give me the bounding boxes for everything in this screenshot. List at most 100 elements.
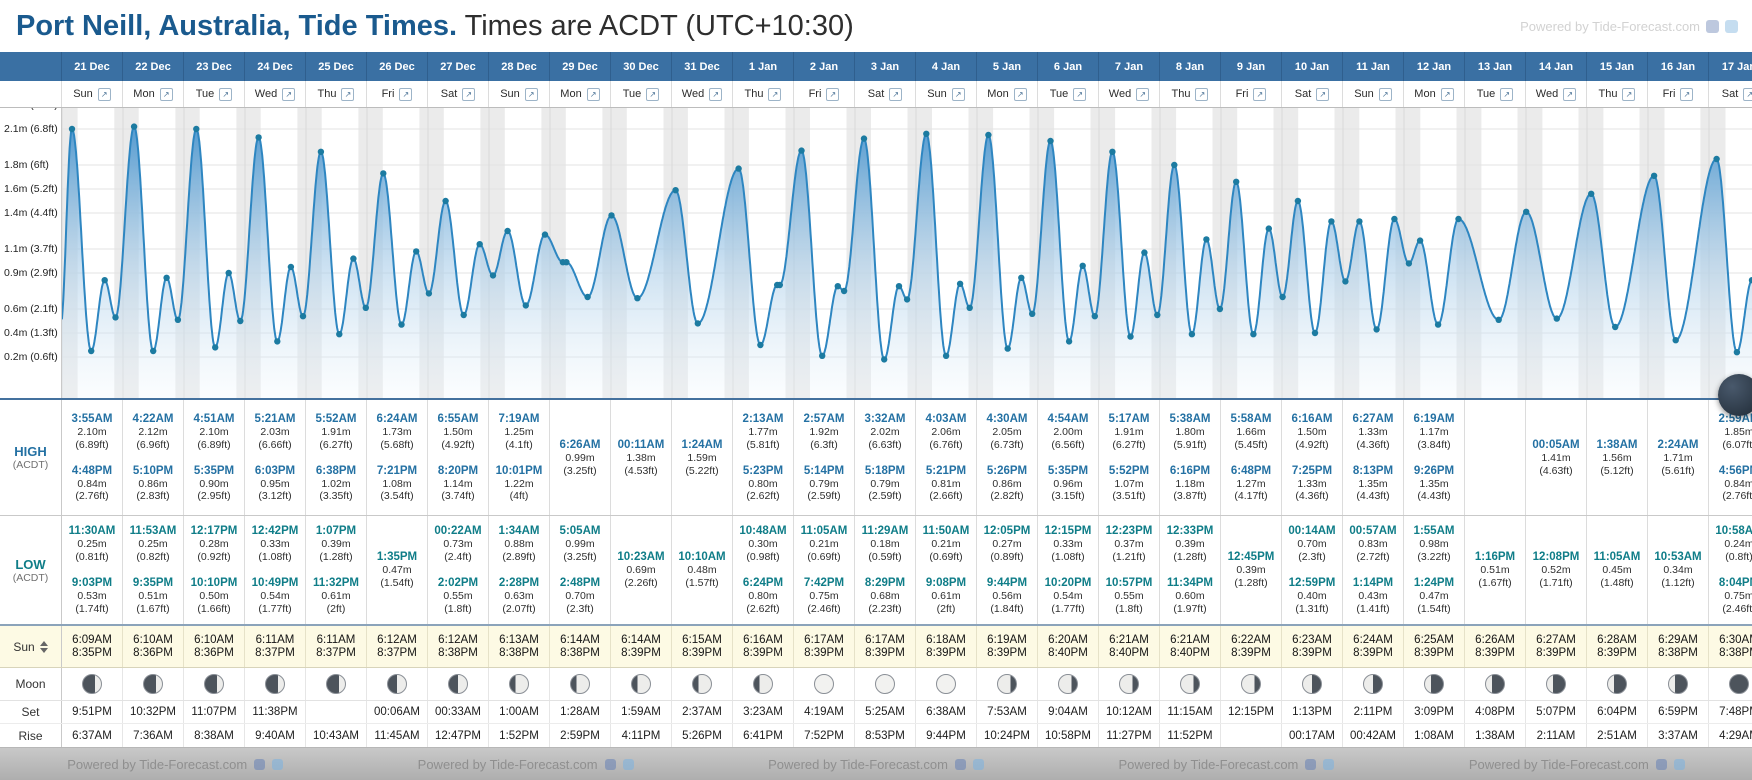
sun-label: Sun	[13, 639, 35, 654]
expand-day-icon[interactable]: ↗	[282, 87, 296, 101]
expand-day-icon[interactable]: ↗	[97, 87, 111, 101]
facebook-icon[interactable]	[1655, 758, 1667, 770]
twitter-icon[interactable]	[1323, 758, 1335, 770]
date-cell[interactable]: 28 Dec	[489, 52, 550, 81]
floating-widget-button[interactable]	[1718, 374, 1752, 416]
high-label: HIGH	[14, 444, 47, 459]
expand-day-icon[interactable]: ↗	[646, 87, 660, 101]
high-tide-entry: 5:38AM 1.80m (5.91ft)	[1170, 412, 1211, 452]
date-cell[interactable]: 13 Jan	[1465, 52, 1526, 81]
expand-day-icon[interactable]: ↗	[462, 87, 476, 101]
date-cell[interactable]: 5 Jan	[977, 52, 1038, 81]
date-cell[interactable]: 27 Dec	[428, 52, 489, 81]
twitter-icon[interactable]	[1673, 758, 1685, 770]
tide-height-m: 0.39m	[321, 538, 351, 551]
date-cell[interactable]: 22 Dec	[123, 52, 184, 81]
tide-height-ft: (2.46ft)	[1722, 602, 1752, 615]
date-cell[interactable]: 30 Dec	[611, 52, 672, 81]
date-cell[interactable]: 29 Dec	[550, 52, 611, 81]
date-cell[interactable]: 4 Jan	[916, 52, 977, 81]
tide-time: 5:52PM	[1108, 464, 1150, 477]
sunset-time: 8:39PM	[1292, 647, 1332, 659]
high-tide-cell: 3:55AM 2.10m (6.89ft) 4:48PM 0.84m (2.76ft)	[62, 400, 123, 515]
high-tide-cell: 4:30AM 2.05m (6.73ft) 5:26PM 0.86m (2.82ft)	[977, 400, 1038, 515]
tide-height-ft: (6.73ft)	[990, 438, 1024, 451]
twitter-icon[interactable]	[1725, 19, 1738, 33]
date-cell[interactable]: 31 Dec	[672, 52, 733, 81]
facebook-icon[interactable]	[1305, 758, 1317, 770]
low-tide-cell: 12:05PM 0.27m (0.89ft) 9:44PM 0.56m (1.84ft)	[977, 516, 1038, 624]
expand-day-icon[interactable]: ↗	[159, 87, 173, 101]
tide-height-m: 0.79m	[809, 477, 839, 490]
date-cell[interactable]: 24 Dec	[245, 52, 306, 81]
expand-day-icon[interactable]: ↗	[1743, 87, 1752, 101]
twitter-icon[interactable]	[622, 758, 634, 770]
expand-day-icon[interactable]: ↗	[768, 87, 782, 101]
date-cell[interactable]: 10 Jan	[1282, 52, 1343, 81]
date-cell[interactable]: 16 Jan	[1648, 52, 1709, 81]
tide-time: 9:35PM	[132, 577, 174, 589]
date-cell[interactable]: 9 Jan	[1221, 52, 1282, 81]
expand-day-icon[interactable]: ↗	[219, 87, 233, 101]
moon-phase-icon	[1485, 674, 1505, 694]
expand-day-icon[interactable]: ↗	[586, 87, 600, 101]
date-cell[interactable]: 1 Jan	[733, 52, 794, 81]
expand-day-icon[interactable]: ↗	[1136, 87, 1150, 101]
date-cell[interactable]: 7 Jan	[1099, 52, 1160, 81]
high-tide-entry: 6:27AM 1.33m (4.36ft)	[1353, 412, 1394, 452]
date-cell[interactable]: 14 Jan	[1526, 52, 1587, 81]
date-cell[interactable]: 12 Jan	[1404, 52, 1465, 81]
date-cell[interactable]: 15 Jan	[1587, 52, 1648, 81]
expand-day-icon[interactable]: ↗	[1195, 87, 1209, 101]
date-cell[interactable]: 17 Jan	[1709, 52, 1752, 81]
tide-height-ft: (2.4ft)	[444, 551, 472, 564]
date-cell[interactable]: 26 Dec	[367, 52, 428, 81]
high-tide-entry: 8:13PM 1.35m (4.43ft)	[1353, 464, 1393, 504]
sunset-time: 8:38PM	[560, 647, 600, 659]
moonset-label: Set	[0, 701, 62, 723]
high-tide-entry: 5:35PM 0.96m (3.15ft)	[1048, 464, 1088, 504]
expand-day-icon[interactable]: ↗	[709, 87, 723, 101]
expand-day-icon[interactable]: ↗	[1073, 87, 1087, 101]
date-cell[interactable]: 6 Jan	[1038, 52, 1099, 81]
date-cell[interactable]: 8 Jan	[1160, 52, 1221, 81]
date-cell[interactable]: 3 Jan	[855, 52, 916, 81]
expand-day-icon[interactable]: ↗	[1013, 87, 1027, 101]
expand-day-icon[interactable]: ↗	[1563, 87, 1577, 101]
date-cell[interactable]: 2 Jan	[794, 52, 855, 81]
low-tide-entry: 10:20PM 0.54m (1.77ft)	[1045, 576, 1092, 616]
twitter-icon[interactable]	[972, 758, 984, 770]
facebook-icon[interactable]	[254, 758, 266, 770]
weekday-cell: Sun ↗	[1343, 81, 1404, 107]
tide-time: 5:05AM	[559, 525, 601, 538]
date-cell[interactable]: 11 Jan	[1343, 52, 1404, 81]
expand-day-icon[interactable]: ↗	[1622, 87, 1636, 101]
tide-height-m: 1.02m	[321, 477, 351, 490]
date-cell[interactable]: 23 Dec	[184, 52, 245, 81]
expand-day-icon[interactable]: ↗	[1378, 87, 1392, 101]
moon-phase-icon	[326, 674, 346, 694]
expand-day-icon[interactable]: ↗	[1500, 87, 1514, 101]
expand-day-icon[interactable]: ↗	[524, 87, 538, 101]
expand-day-icon[interactable]: ↗	[1253, 87, 1267, 101]
tide-height-ft: (1.66ft)	[197, 602, 231, 615]
date-cell[interactable]: 21 Dec	[62, 52, 123, 81]
expand-day-icon[interactable]: ↗	[1440, 87, 1454, 101]
expand-day-icon[interactable]: ↗	[1680, 87, 1694, 101]
tide-height-ft: (3.15ft)	[1051, 490, 1085, 503]
expand-day-icon[interactable]: ↗	[951, 87, 965, 101]
facebook-icon[interactable]	[1706, 19, 1719, 33]
expand-day-icon[interactable]: ↗	[341, 87, 355, 101]
twitter-icon[interactable]	[272, 758, 284, 770]
expand-day-icon[interactable]: ↗	[826, 87, 840, 101]
date-cell[interactable]: 25 Dec	[306, 52, 367, 81]
facebook-icon[interactable]	[604, 758, 616, 770]
tide-time: 11:05AM	[800, 525, 848, 538]
expand-day-icon[interactable]: ↗	[889, 87, 903, 101]
weekday-cell: Fri ↗	[1221, 81, 1282, 107]
facebook-icon[interactable]	[954, 758, 966, 770]
tide-height-ft: (6.3ft)	[810, 438, 838, 451]
tide-height-ft: (5.81ft)	[746, 438, 780, 451]
expand-day-icon[interactable]: ↗	[399, 87, 413, 101]
expand-day-icon[interactable]: ↗	[1316, 87, 1330, 101]
